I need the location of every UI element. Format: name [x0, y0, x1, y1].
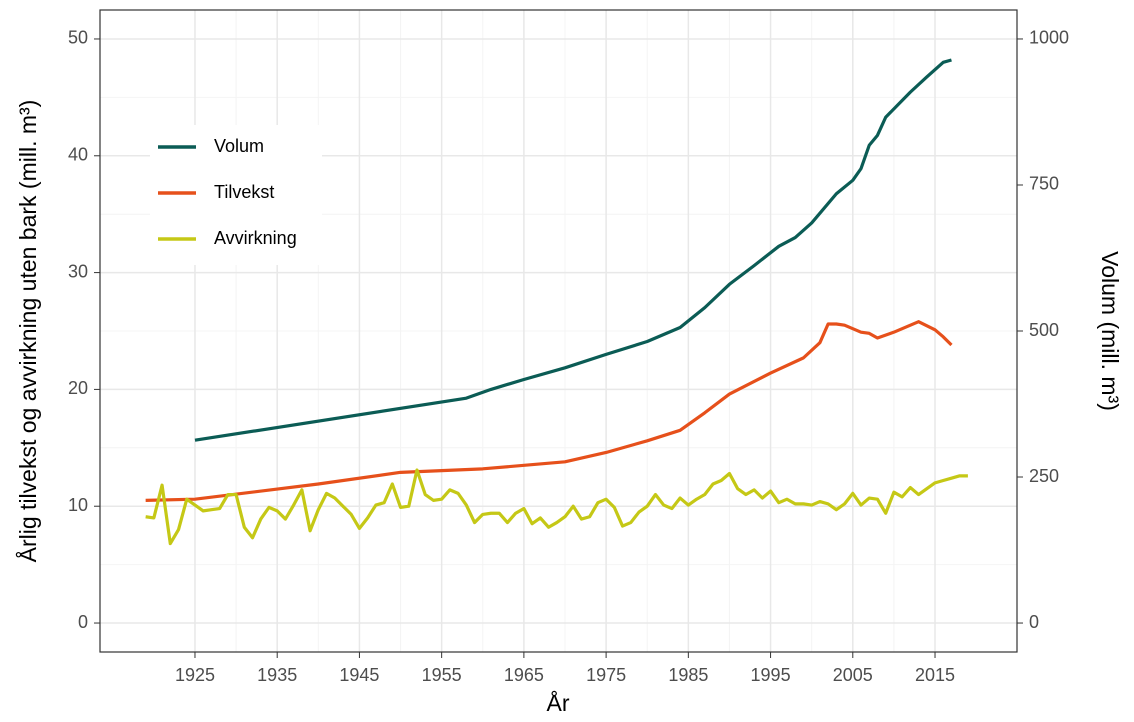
y2-tick-label: 1000: [1029, 28, 1069, 48]
legend-label: Volum: [214, 136, 264, 156]
line-series: [145, 468, 968, 546]
y2-tick-label: 750: [1029, 174, 1059, 194]
y2-tick-label: 0: [1029, 612, 1039, 632]
y-tick-label: 0: [78, 612, 88, 632]
y2-tick-label: 250: [1029, 466, 1059, 486]
x-tick-label: 1975: [586, 665, 626, 685]
y2-tick-label: 500: [1029, 320, 1059, 340]
x-tick-label: 1935: [257, 665, 297, 685]
y-axis-title: Årlig tilvekst og avvirkning uten bark (…: [14, 100, 41, 563]
y-tick-label: 50: [68, 28, 88, 48]
x-tick-label: 1985: [668, 665, 708, 685]
x-tick-label: 2015: [915, 665, 955, 685]
x-tick-label: 1965: [504, 665, 544, 685]
y-tick-label: 40: [68, 145, 88, 165]
legend: Volum Tilvekst Avvirkning: [150, 125, 322, 265]
y-tick-label: 30: [68, 261, 88, 281]
line-series: [194, 58, 952, 442]
plot-border: [99, 9, 1018, 653]
x-tick-label: 1925: [175, 665, 215, 685]
x-tick-label: 1945: [339, 665, 379, 685]
x-tick-label: 1995: [751, 665, 791, 685]
x-tick-label: 1955: [422, 665, 462, 685]
y2-axis-title: Volum (mill. m³): [1097, 251, 1123, 411]
line-series: [145, 320, 953, 502]
y-tick-label: 20: [68, 378, 88, 398]
legend-label: Tilvekst: [214, 182, 274, 202]
x-tick-label: 2005: [833, 665, 873, 685]
y-tick-label: 10: [68, 495, 88, 515]
legend-label: Avvirkning: [214, 228, 297, 248]
x-axis-title: År: [547, 689, 570, 716]
